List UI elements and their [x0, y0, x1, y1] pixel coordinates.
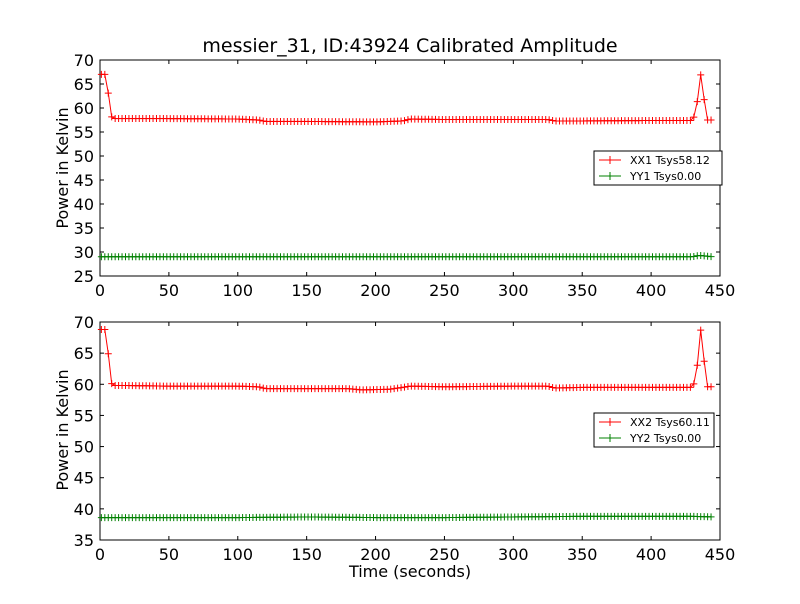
- y-tick-label: 55: [74, 406, 94, 425]
- data-point-marker: [400, 383, 408, 391]
- data-point-marker: [707, 513, 715, 521]
- x-tick-label: 0: [95, 545, 105, 564]
- x-tick-label: 0: [95, 281, 105, 300]
- y-axis-label-bottom: Power in Kelvin: [53, 369, 72, 490]
- data-point-marker: [693, 361, 701, 369]
- series-2-2: [97, 512, 715, 522]
- data-point-marker: [697, 71, 705, 79]
- data-point-marker: [259, 384, 267, 392]
- y-tick-label: 65: [74, 75, 94, 94]
- data-point-marker: [690, 113, 698, 121]
- legend-box: [593, 150, 723, 186]
- data-point-marker: [700, 96, 708, 104]
- plot-panel-1: 0 50 100 150 200 250 300 350 400 450 25 30 35 40 45 50 5…: [74, 51, 736, 300]
- data-point-marker: [690, 380, 698, 388]
- y-tick-label: 30: [74, 243, 94, 262]
- y-tick-label: 40: [74, 195, 94, 214]
- data-point-marker: [690, 253, 698, 261]
- plot-area-group: 0 50 100 150 200 250 300 350 400 4502530354045505…: [74, 51, 736, 564]
- data-point-marker: [108, 113, 116, 121]
- x-tick-label: 350: [567, 281, 598, 300]
- x-tick-label: 50: [159, 281, 179, 300]
- data-point-marker: [545, 116, 553, 124]
- legend-swatch-marker: [606, 172, 614, 180]
- data-point-marker: [697, 326, 705, 334]
- data-point-marker: [545, 383, 553, 391]
- legend-swatch-marker: [606, 156, 614, 164]
- y-tick-label: 70: [74, 313, 94, 332]
- y-tick-label: 45: [74, 171, 94, 190]
- y-tick-label: 50: [74, 147, 94, 166]
- legend-entry: YY1 Tsys0.00: [629, 170, 701, 183]
- data-point-marker: [256, 383, 264, 391]
- series-2-1: [97, 325, 715, 394]
- data-point-marker: [686, 116, 694, 124]
- data-point-marker: [256, 116, 264, 124]
- x-tick-label: 50: [159, 545, 179, 564]
- data-point-marker: [101, 70, 109, 78]
- x-tick-label: 200: [360, 281, 391, 300]
- legend-entry: XX1 Tsys58.12: [630, 154, 710, 167]
- x-tick-label: 350: [567, 545, 598, 564]
- y-tick-label: 40: [74, 500, 94, 519]
- data-point-marker: [404, 116, 412, 124]
- data-point-marker: [707, 383, 715, 391]
- data-point-marker: [707, 116, 715, 124]
- plot-panel-2: 0 50 100 150 200 250 300 350 400 450 35 40 45 50 55 60 6…: [74, 313, 736, 564]
- x-axis-label: Time (seconds): [348, 562, 471, 581]
- data-point-marker: [397, 384, 405, 392]
- data-point-marker: [104, 350, 112, 358]
- series-1-1: [97, 70, 715, 126]
- y-tick-label: 25: [74, 267, 94, 286]
- legend-swatch-marker: [606, 434, 614, 442]
- data-point-marker: [400, 117, 408, 125]
- x-tick-label: 400: [636, 545, 667, 564]
- y-tick-label: 65: [74, 344, 94, 363]
- y-tick-label: 50: [74, 438, 94, 457]
- data-point-marker: [693, 98, 701, 106]
- data-point-marker: [104, 89, 112, 97]
- y-tick-label: 60: [74, 375, 94, 394]
- y-tick-label: 70: [74, 51, 94, 70]
- x-tick-label: 150: [291, 545, 322, 564]
- chart-title: messier_31, ID:43924 Calibrated Amplitud…: [202, 35, 617, 57]
- x-tick-label: 100: [223, 545, 254, 564]
- legend-entry: YY2 Tsys0.00: [629, 432, 701, 445]
- x-tick-label: 450: [705, 281, 736, 300]
- x-tick-label: 300: [498, 281, 529, 300]
- x-tick-label: 250: [429, 545, 460, 564]
- legend: XX1 Tsys58.12 YY1 Tsys0.00: [593, 150, 723, 186]
- y-axis-label-top: Power in Kelvin: [53, 107, 72, 228]
- legend-entry: XX2 Tsys60.11: [630, 416, 710, 429]
- y-tick-label: 55: [74, 123, 94, 142]
- y-tick-label: 35: [74, 531, 94, 550]
- data-point-marker: [101, 325, 109, 333]
- data-point-marker: [700, 357, 708, 365]
- series-1-2: [97, 252, 715, 261]
- x-tick-label: 400: [636, 281, 667, 300]
- legend: XX2 Tsys60.11 YY2 Tsys0.00: [593, 412, 715, 448]
- x-tick-label: 450: [705, 545, 736, 564]
- data-point-marker: [686, 383, 694, 391]
- y-tick-label: 35: [74, 219, 94, 238]
- x-tick-label: 100: [223, 281, 254, 300]
- x-tick-label: 250: [429, 281, 460, 300]
- x-tick-label: 150: [291, 281, 322, 300]
- legend-swatch-marker: [606, 418, 614, 426]
- data-point-marker: [549, 383, 557, 391]
- y-tick-label: 60: [74, 99, 94, 118]
- y-tick-label: 45: [74, 469, 94, 488]
- x-tick-label: 300: [498, 545, 529, 564]
- x-tick-label: 200: [360, 545, 391, 564]
- legend-box: [593, 412, 715, 448]
- data-point-marker: [707, 253, 715, 261]
